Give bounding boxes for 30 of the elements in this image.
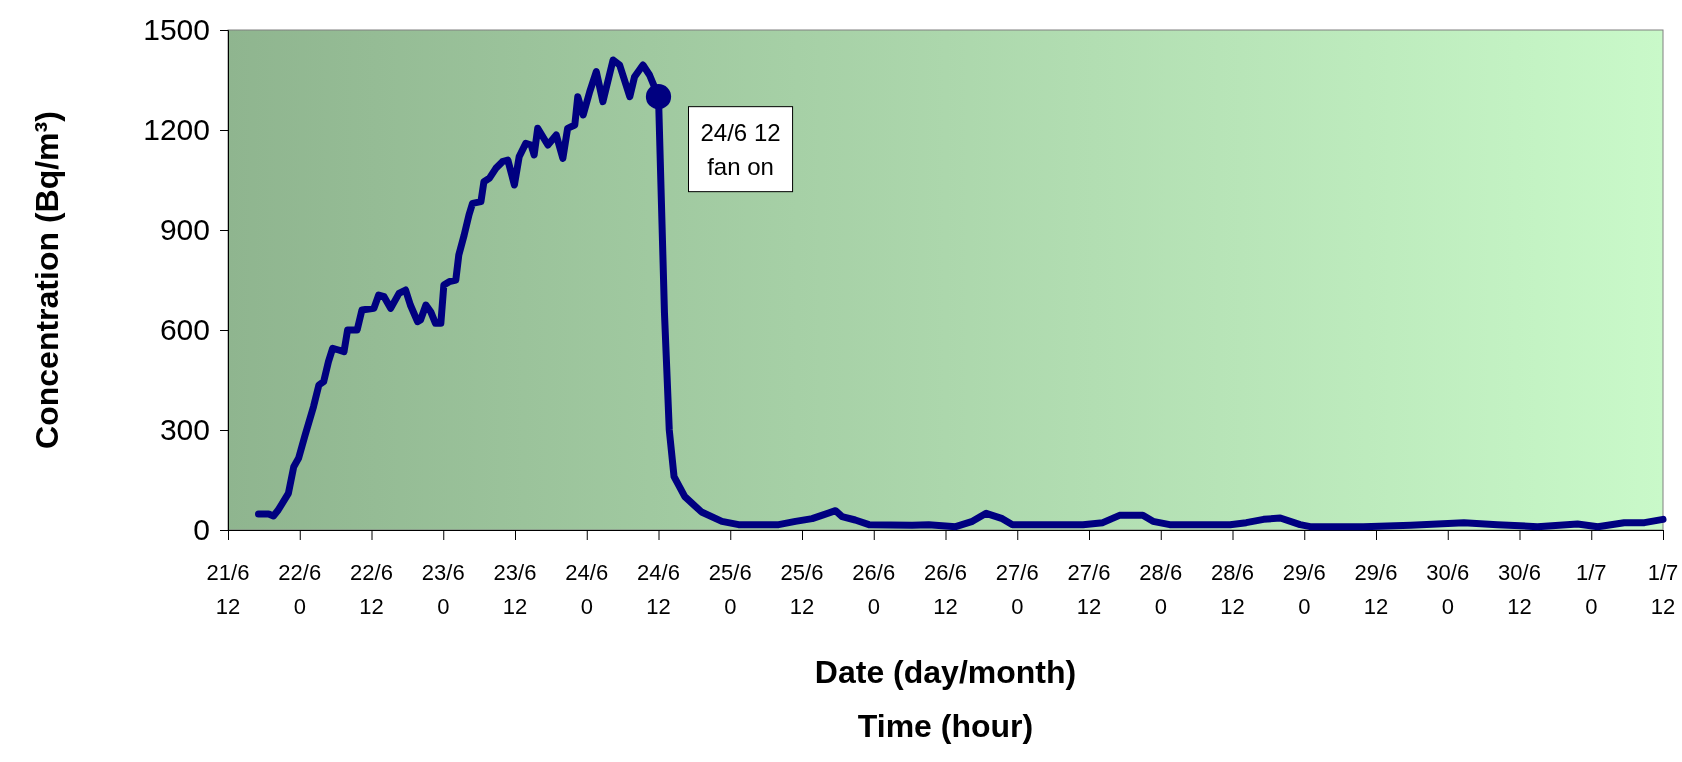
y-tick-label: 600 — [159, 313, 210, 347]
x-tick-label: 26/6 0 — [852, 560, 896, 619]
x-tick-label: 24/6 0 — [565, 560, 609, 619]
y-axis-title: Concentration (Bq/m³) — [29, 111, 65, 449]
y-tick-label: 900 — [159, 213, 210, 247]
x-tick-label: 29/6 12 — [1354, 560, 1398, 619]
x-tick-label: 25/6 12 — [780, 560, 824, 619]
x-axis-title: Date (day/month) Time (hour) — [814, 654, 1077, 744]
x-tick-label: 24/6 12 — [637, 560, 680, 619]
x-tick-label: 22/6 12 — [350, 560, 393, 619]
x-tick-label: 21/6 12 — [206, 560, 250, 619]
x-tick-label: 1/7 12 — [1647, 560, 1679, 619]
x-tick-label: 27/6 0 — [995, 560, 1039, 619]
x-tick-label: 28/6 12 — [1211, 560, 1254, 619]
x-tick-label: 30/6 12 — [1498, 560, 1541, 619]
x-tick-label: 27/6 12 — [1067, 560, 1111, 619]
x-tick-label: 25/6 0 — [708, 560, 752, 619]
y-tick-label: 0 — [193, 513, 210, 547]
x-tick-label: 23/6 0 — [421, 560, 465, 619]
x-tick-label: 28/6 0 — [1139, 560, 1183, 619]
annotation: 24/6 12 fan on — [700, 118, 781, 180]
x-tick-label: 29/6 0 — [1282, 560, 1326, 619]
y-tick-label: 1200 — [143, 113, 210, 147]
x-tick-label: 30/6 0 — [1426, 560, 1470, 619]
x-tick-label: 1/7 0 — [1575, 560, 1607, 619]
x-tick-label: 23/6 12 — [493, 560, 537, 619]
x-tick-label: 26/6 12 — [924, 560, 967, 619]
y-tick-label: 300 — [159, 413, 210, 447]
x-tick-label: 22/6 0 — [278, 560, 322, 619]
y-tick-label: 1500 — [143, 13, 210, 47]
